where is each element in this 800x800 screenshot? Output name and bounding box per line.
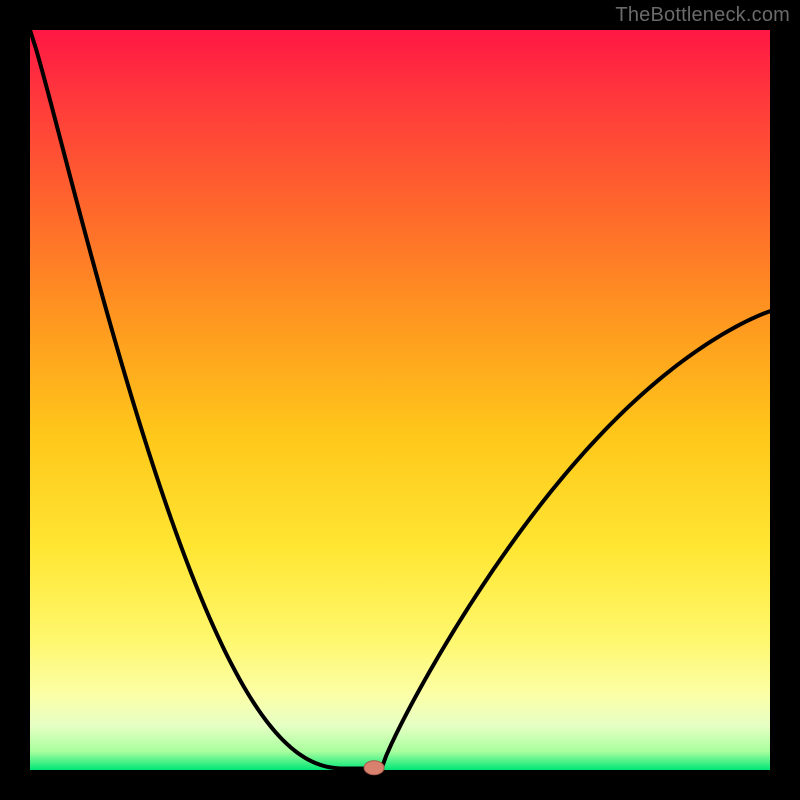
chart-container: TheBottleneck.com <box>0 0 800 800</box>
optimal-point-marker <box>364 761 384 775</box>
bottleneck-chart <box>0 0 800 800</box>
plot-background-gradient <box>30 30 770 770</box>
watermark-text: TheBottleneck.com <box>615 4 790 27</box>
